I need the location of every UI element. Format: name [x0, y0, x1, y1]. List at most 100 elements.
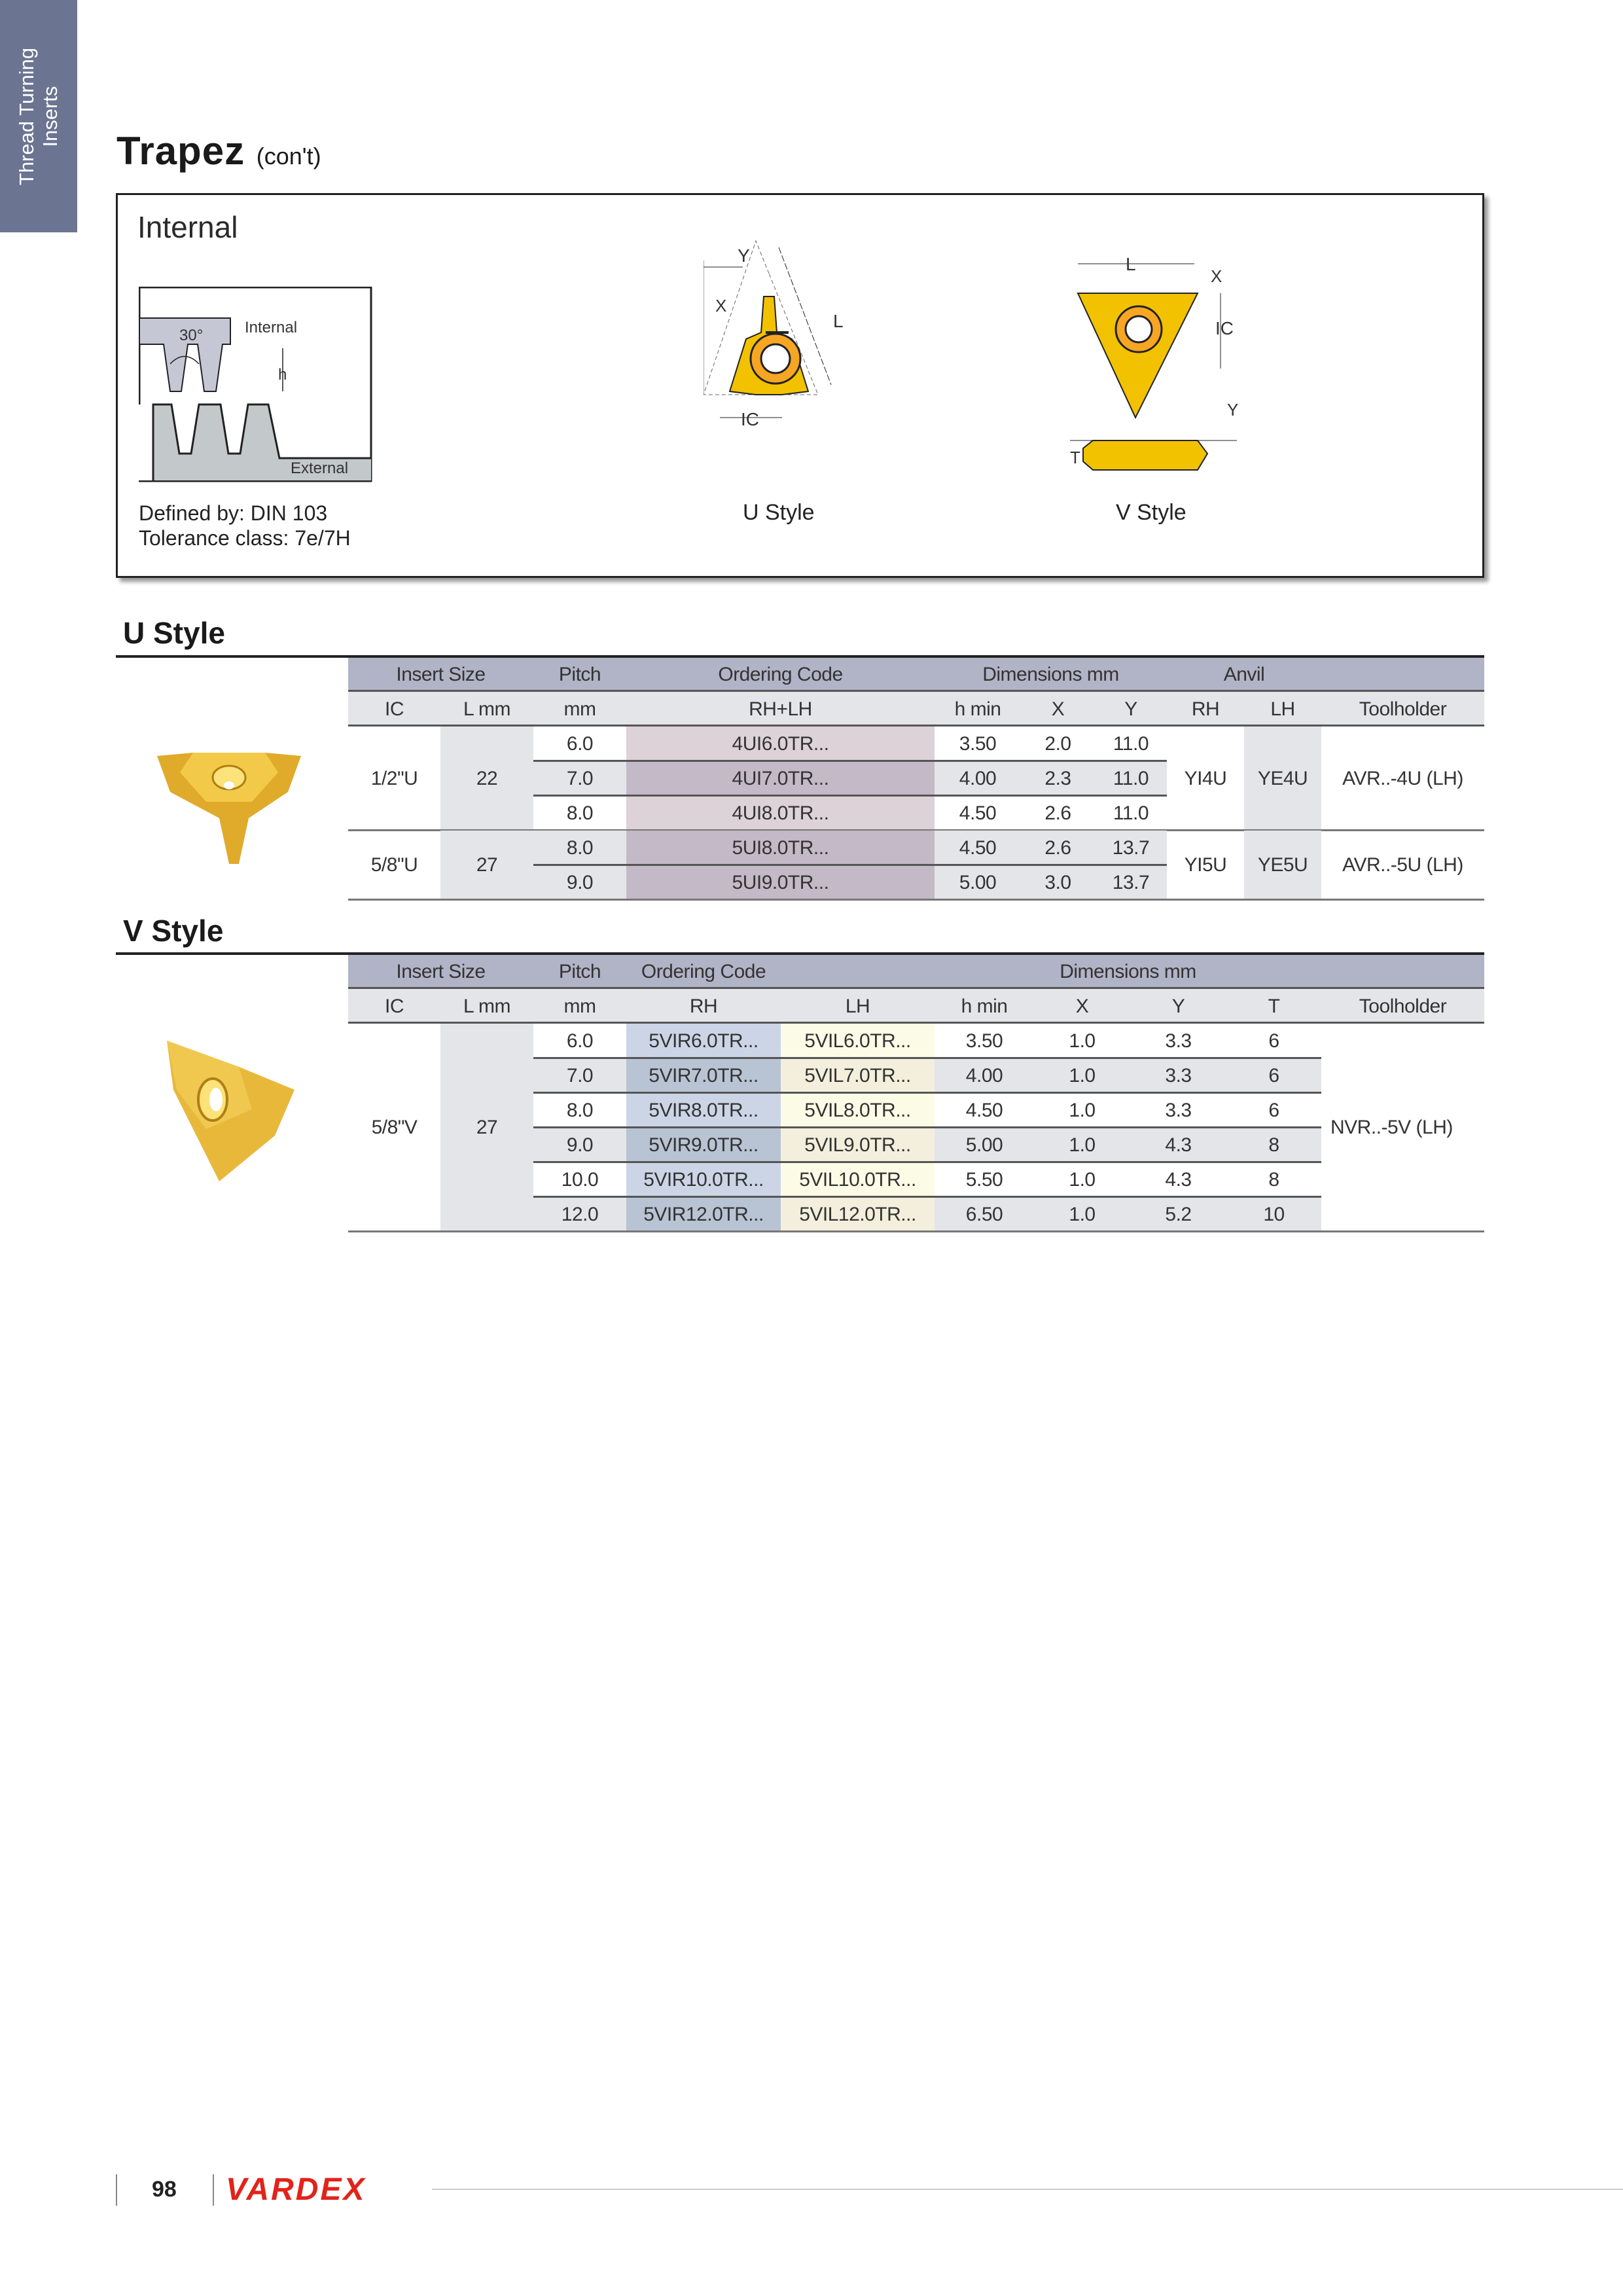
- column-header: X: [1075, 995, 1089, 1017]
- external-thread: [153, 404, 371, 483]
- anvil-lh-cell: YE5U: [1244, 831, 1321, 900]
- y-cell: 13.7: [1095, 831, 1167, 865]
- pitch-cell: 8.0: [566, 802, 594, 824]
- pitch-cell: 12.0: [533, 1197, 626, 1232]
- u-style-label: U Style: [743, 500, 815, 525]
- angle-label: 30°: [179, 327, 203, 344]
- header-group-label: Ordering Code: [718, 664, 843, 685]
- v-style-label: V Style: [1116, 500, 1186, 525]
- footer-divider-right: [213, 2174, 214, 2206]
- column-header: L mm: [463, 698, 510, 720]
- page-number: 98: [152, 2177, 177, 2202]
- header-divider: [348, 987, 1484, 989]
- anvil-rh-cell: YI4U: [1184, 767, 1227, 789]
- v-dim-l: L: [1126, 254, 1136, 274]
- v-style-diagram: L X IC Y T: [1070, 254, 1238, 471]
- column-header: mm: [563, 698, 596, 720]
- side-tab-line2: Inserts: [39, 86, 62, 147]
- title-main: Trapez: [116, 129, 245, 173]
- y-cell: 3.3: [1130, 1058, 1226, 1093]
- ordering-code-rh-cell: 5VIR12.0TR...: [626, 1197, 781, 1232]
- t-cell: 6: [1268, 1099, 1279, 1121]
- h-min-cell: 4.50: [965, 1099, 1003, 1121]
- v-style-heading: V Style: [123, 914, 224, 948]
- h-min-cell: 4.00: [935, 1058, 1034, 1093]
- header-group-label: [1321, 955, 1484, 989]
- column-header: RH: [689, 995, 718, 1017]
- v-dim-t: T: [1070, 448, 1080, 467]
- h-min-cell: 3.50: [965, 1030, 1003, 1052]
- ic-cell: 1/2"U: [370, 767, 418, 789]
- pitch-cell: 6.0: [566, 732, 594, 755]
- v-dim-x: X: [1211, 266, 1222, 286]
- y-cell: 4.3: [1130, 1128, 1226, 1162]
- v-insert-image: [167, 1041, 294, 1181]
- table-bottom-line: [348, 1230, 1484, 1232]
- column-header: mm: [563, 995, 596, 1017]
- x-cell: 1.0: [1034, 1058, 1130, 1093]
- row-divider: [533, 795, 1167, 797]
- defined-by: Defined by: DIN 103: [139, 501, 328, 525]
- t-cell: 8: [1226, 1128, 1321, 1162]
- x-cell: 1.0: [1034, 1197, 1130, 1232]
- x-cell: 1.0: [1069, 1168, 1096, 1191]
- internal-label: Internal: [245, 319, 297, 336]
- pitch-cell: 8.0: [533, 831, 626, 865]
- ordering-code-rh-cell: 5VIR7.0TR...: [626, 1058, 781, 1093]
- header-row-1-bg: [348, 955, 1484, 989]
- y-cell: 13.7: [1095, 865, 1167, 900]
- x-cell: 2.6: [1021, 831, 1095, 865]
- page-title: Trapez (con't): [116, 128, 321, 173]
- pitch-cell: 9.0: [533, 865, 626, 900]
- ordering-code-rh-cell: 5VIR9.0TR...: [626, 1128, 781, 1162]
- row-divider: [533, 1057, 1321, 1059]
- header-row-2-bg: [348, 692, 1484, 726]
- header-divider: [348, 725, 1484, 726]
- footer-divider-left: [116, 2174, 117, 2206]
- side-tab-label: Thread Turning Inserts: [15, 48, 62, 185]
- row-divider: [533, 760, 1167, 762]
- header-group-label: Insert Size: [396, 961, 486, 982]
- h-min-cell: 4.50: [959, 802, 997, 824]
- v-insert-drawing: [1077, 293, 1199, 420]
- column-header: Toolholder: [1359, 995, 1447, 1017]
- l-mm-cell: 27: [440, 1024, 533, 1232]
- header-row-2-bg: [348, 989, 1484, 1024]
- ordering-code-rh-cell: 5VIR10.0TR...: [626, 1162, 781, 1197]
- h-min-cell: 5.50: [965, 1168, 1003, 1191]
- internal-info-box: Internal Internal External 30° h Defined…: [116, 193, 1484, 578]
- header-group-label: Insert Size: [396, 664, 486, 685]
- t-cell: 6: [1268, 1030, 1279, 1052]
- ordering-code-cell: 4UI7.0TR...: [626, 761, 935, 796]
- ordering-code-rh-cell: 5VIR6.0TR...: [626, 1024, 781, 1058]
- u-dim-x: X: [715, 296, 726, 315]
- external-label: External: [291, 459, 348, 477]
- column-header: Y: [1171, 995, 1185, 1017]
- ordering-code-lh-cell: 5VIL8.0TR...: [781, 1093, 935, 1128]
- row-divider: [533, 1196, 1321, 1198]
- column-header: Y: [1124, 698, 1137, 720]
- u-style-heading: U Style: [123, 616, 225, 650]
- column-header: T: [1268, 995, 1280, 1017]
- header-group-label: Anvil: [1223, 664, 1265, 685]
- ordering-code-rh-cell: 5VIR8.0TR...: [626, 1093, 781, 1128]
- y-cell: 4.3: [1165, 1168, 1192, 1191]
- group-divider: [348, 899, 1484, 901]
- column-header: X: [1051, 698, 1065, 720]
- tolerance-class: Tolerance class: 7e/7H: [139, 526, 351, 550]
- column-header: LH: [845, 995, 870, 1017]
- pitch-cell: 10.0: [561, 1168, 599, 1191]
- l-mm-cell: 22: [440, 726, 533, 831]
- column-header: RH: [1191, 698, 1220, 720]
- footer-line: [432, 2189, 1623, 2190]
- column-header: RH+LH: [749, 698, 812, 720]
- column-header: LH: [1270, 698, 1295, 720]
- u-dim-l: L: [833, 311, 844, 331]
- row-divider: [533, 1126, 1321, 1128]
- header-divider: [348, 690, 1484, 692]
- column-header: h min: [954, 698, 1001, 720]
- u-dim-y: Y: [738, 245, 750, 266]
- v-style-rule: [116, 952, 1484, 955]
- ordering-code-cell: 5UI9.0TR...: [626, 865, 935, 900]
- ordering-code-cell: 4UI8.0TR...: [626, 796, 935, 831]
